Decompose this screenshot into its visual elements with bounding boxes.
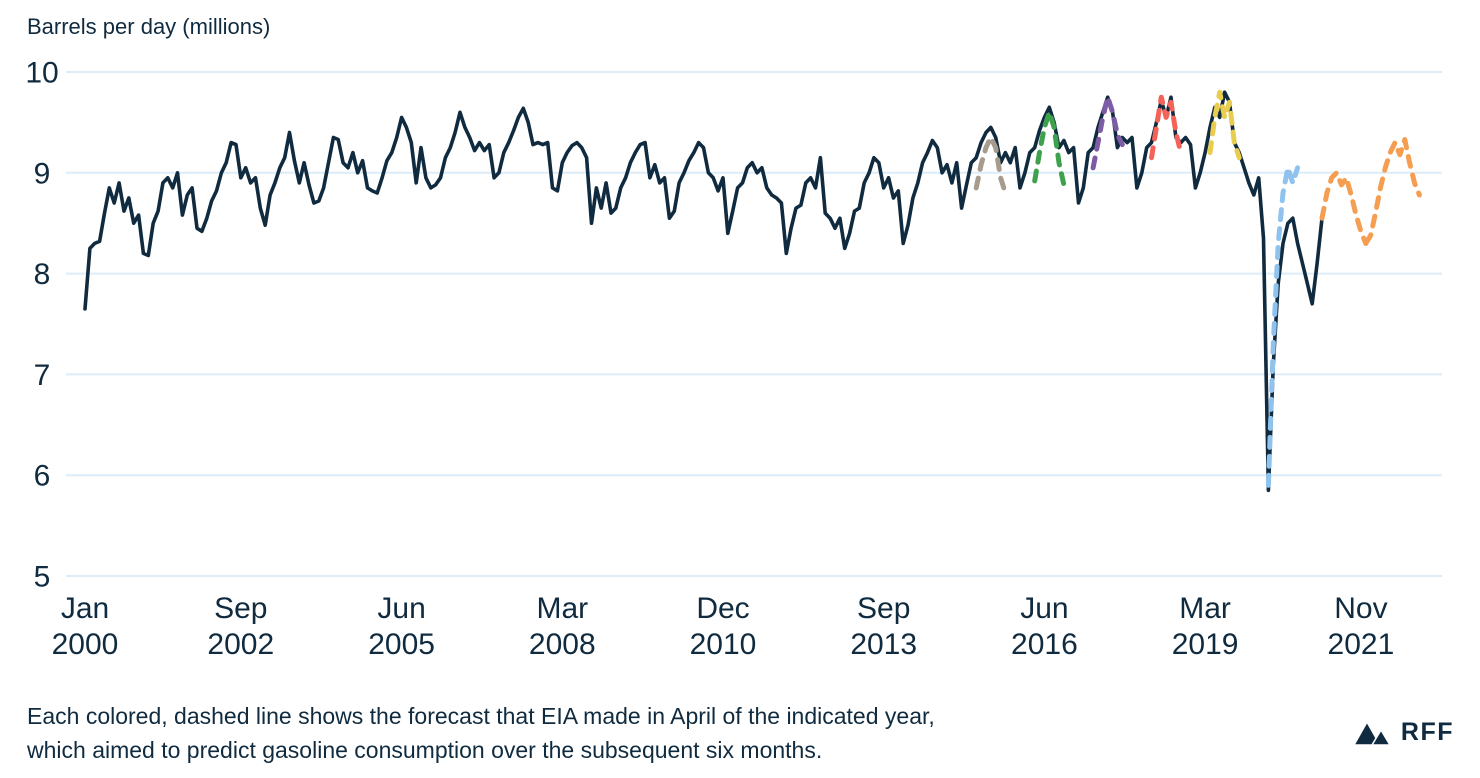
series-april-2022-forecast <box>1363 137 1422 246</box>
x-tick-month-2019: Mar <box>1179 592 1231 625</box>
x-tick-year-2005: 2005 <box>368 628 435 661</box>
x-tick-year-2000: 2000 <box>52 628 119 661</box>
y-tick-label-8: 8 <box>34 258 51 291</box>
series-april-2020-forecast <box>1265 165 1301 488</box>
series-april-2015-forecast <box>973 135 1008 196</box>
rff-mountains-icon <box>1353 720 1390 745</box>
gasoline-consumption-chart: 1098765Jan2000Sep2002Jun2005Mar2008Dec20… <box>25 57 1442 661</box>
y-axis-title: Barrels per day (millions) <box>27 14 271 39</box>
y-tick-label-6: 6 <box>34 460 51 493</box>
x-tick-month-2013: Sep <box>857 592 910 625</box>
x-tick-month-2010: Dec <box>696 592 749 625</box>
x-tick-month-2005: Jun <box>377 592 425 625</box>
series-actual-gasoline-consumption <box>83 90 1324 493</box>
x-tick-year-2010: 2010 <box>690 628 757 661</box>
x-tick-year-2021: 2021 <box>1328 628 1395 661</box>
y-tick-label-10: 10 <box>25 57 58 90</box>
x-tick-month-2016: Jun <box>1020 592 1068 625</box>
series-april-2016-forecast <box>1032 109 1067 188</box>
x-tick-month-2000: Jan <box>61 592 109 625</box>
rff-logo-text: RFF <box>1400 718 1454 746</box>
caption-line-1: Each colored, dashed line shows the fore… <box>27 703 935 729</box>
figure-caption: Each colored, dashed line shows the fore… <box>27 699 935 767</box>
series-april-2019-forecast <box>1207 89 1242 161</box>
x-tick-year-2016: 2016 <box>1011 628 1078 661</box>
x-tick-month-2008: Mar <box>536 592 588 625</box>
series-april-2018-forecast <box>1149 94 1184 161</box>
x-tick-month-2021: Nov <box>1334 592 1387 625</box>
y-tick-label-5: 5 <box>34 561 51 594</box>
x-tick-year-2008: 2008 <box>529 628 596 661</box>
x-tick-year-2002: 2002 <box>207 628 274 661</box>
y-tick-label-7: 7 <box>34 359 51 392</box>
x-tick-year-2019: 2019 <box>1172 628 1239 661</box>
rff-logo: RFF <box>1353 718 1454 747</box>
x-tick-month-2002: Sep <box>214 592 267 625</box>
caption-line-2: which aimed to predict gasoline consumpt… <box>27 737 823 763</box>
series-april-2021-forecast <box>1319 170 1369 246</box>
y-tick-label-9: 9 <box>34 157 51 190</box>
x-tick-year-2013: 2013 <box>850 628 917 661</box>
series-april-2017-forecast <box>1090 94 1125 171</box>
